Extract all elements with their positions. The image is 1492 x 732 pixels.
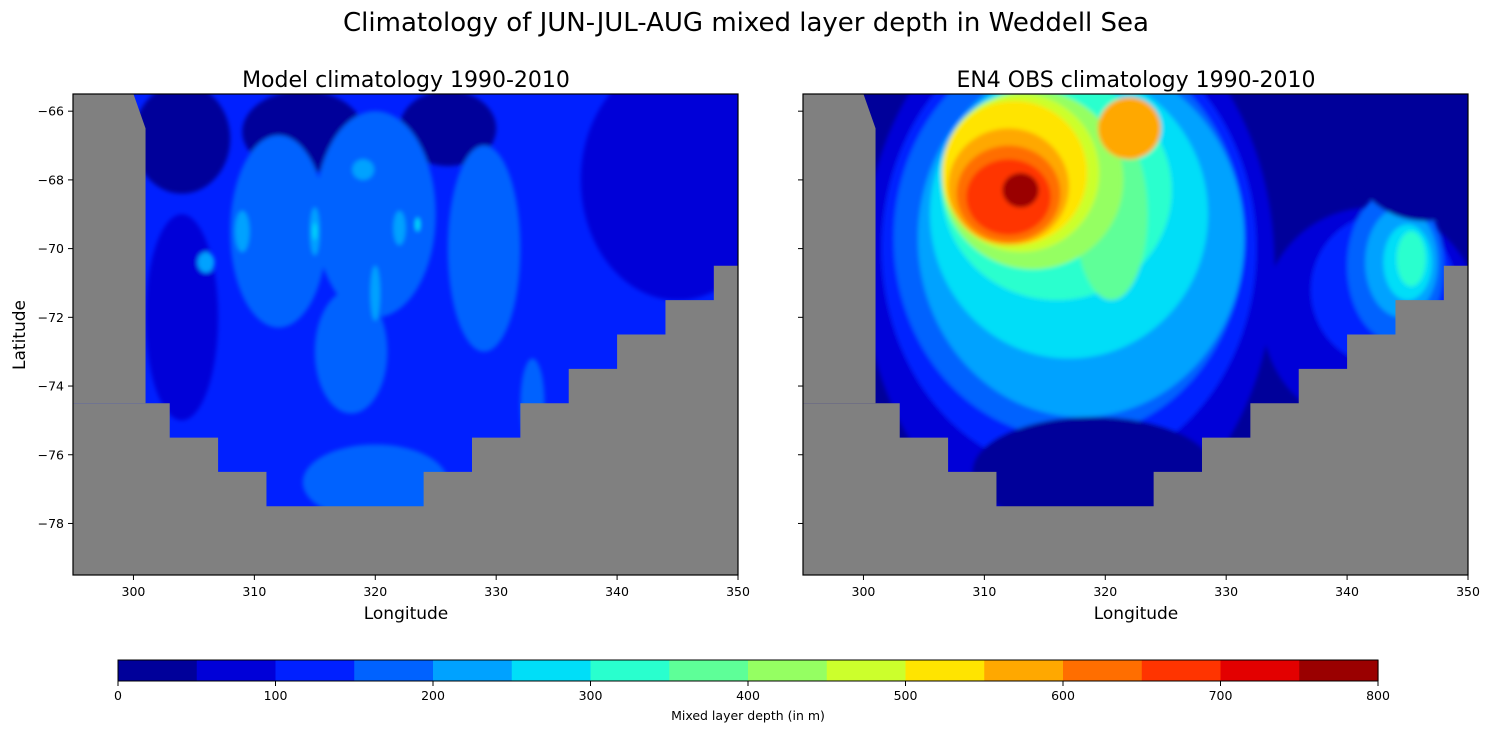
model-land-west <box>73 94 146 404</box>
colorbar-swatch <box>984 660 1064 681</box>
obs-x-tick-label: 350 <box>1456 584 1480 599</box>
obs-contour-11 <box>1396 231 1426 287</box>
obs-x-tick-label: 300 <box>852 584 876 599</box>
model-x-tick-label: 300 <box>122 584 146 599</box>
obs-x-tick-label: 330 <box>1214 584 1238 599</box>
model-panel-title: Model climatology 1990-2010 <box>242 68 570 93</box>
model-x-tick-label: 350 <box>726 584 750 599</box>
colorbar-swatch <box>196 660 277 681</box>
model-plot-frame <box>72 93 739 576</box>
colorbar-swatch <box>1220 660 1300 681</box>
model-contour-19 <box>415 217 421 232</box>
obs-plot-frame <box>802 93 1469 576</box>
model-contour-9 <box>302 444 448 521</box>
obs-x-tick-label: 320 <box>1093 584 1117 599</box>
obs-contour-21 <box>1347 94 1468 222</box>
colorbar-tick-label: 300 <box>579 688 603 703</box>
model-x-axis-label: Longitude <box>364 604 449 624</box>
colorbar-tick-label: 200 <box>421 688 445 703</box>
colorbar-tick-label: 100 <box>264 688 288 703</box>
model-panel: Model climatology 1990-2010 300 310 320 330… <box>10 68 750 624</box>
colorbar-swatch <box>275 660 355 681</box>
model-y-axis-label: Latitude <box>10 300 30 370</box>
obs-land-west <box>803 94 876 404</box>
model-y-tick-label: −66 <box>38 104 64 119</box>
obs-field <box>803 94 1468 575</box>
colorbar-swatches <box>118 660 1379 681</box>
colorbar-tick-label: 500 <box>894 688 918 703</box>
model-x-tick-label: 320 <box>363 584 387 599</box>
obs-contours <box>863 94 1468 541</box>
model-y-tick-label: −72 <box>38 310 64 325</box>
obs-contour-20 <box>1002 173 1039 208</box>
model-contour-8 <box>447 145 521 352</box>
model-y-tick-label: −78 <box>38 516 64 531</box>
obs-x-axis: 300 310 320 330 340 350 <box>852 575 1480 599</box>
model-y-axis: −66 −68 −70 −72 −74 −76 −78 <box>38 104 73 531</box>
model-contour-15 <box>393 210 406 246</box>
colorbar-swatch <box>511 660 592 681</box>
model-contour-16 <box>370 265 381 321</box>
colorbar-ticks: 0 100 200 300 400 500 600 700 800 <box>114 681 1390 703</box>
colorbar-swatch <box>354 660 434 681</box>
obs-x-axis-label: Longitude <box>1094 604 1179 624</box>
figure-title: Climatology of JUN-JUL-AUG mixed layer d… <box>343 8 1149 38</box>
model-contour-18 <box>313 222 317 241</box>
colorbar-tick-label: 400 <box>736 688 760 703</box>
model-contour-14 <box>352 159 375 180</box>
model-x-axis: 300 310 320 330 340 350 <box>122 575 750 599</box>
colorbar-swatch <box>748 660 828 681</box>
model-field <box>73 94 738 575</box>
colorbar-swatch <box>433 660 513 681</box>
obs-contour-22 <box>972 416 1215 527</box>
colorbar-tick-label: 600 <box>1051 688 1075 703</box>
obs-x-tick-label: 340 <box>1335 584 1359 599</box>
model-y-tick-label: −74 <box>38 379 64 394</box>
model-x-tick-label: 310 <box>242 584 266 599</box>
colorbar-tick-label: 0 <box>114 688 122 703</box>
obs-y-axis <box>798 110 803 524</box>
model-x-tick-label: 340 <box>605 584 629 599</box>
colorbar-swatch <box>826 660 907 681</box>
colorbar-tick-label: 800 <box>1366 688 1390 703</box>
model-contour-7 <box>314 111 436 318</box>
colorbar-tick-label: 700 <box>1209 688 1233 703</box>
colorbar-swatch <box>118 660 198 681</box>
model-contour-10 <box>314 289 388 414</box>
colorbar-swatch <box>669 660 749 681</box>
colorbar-swatch <box>905 660 985 681</box>
obs-contour-16 <box>1098 97 1161 160</box>
model-y-tick-label: −76 <box>38 447 64 462</box>
model-land-south <box>73 265 738 575</box>
obs-land-south <box>803 265 1468 575</box>
colorbar: 0 100 200 300 400 500 600 700 800 Mixed layer de… <box>114 659 1390 723</box>
model-y-tick-label: −70 <box>38 241 64 256</box>
model-contour-4 <box>580 94 738 301</box>
obs-panel: EN4 OBS climatology 1990-2010 300 310 320 3… <box>798 68 1480 624</box>
model-contour-5 <box>145 214 219 421</box>
colorbar-swatch <box>1299 660 1379 681</box>
model-contour-2 <box>399 94 497 167</box>
colorbar-swatch <box>590 660 670 681</box>
colorbar-swatch <box>1141 660 1222 681</box>
obs-panel-title: EN4 OBS climatology 1990-2010 <box>956 68 1315 93</box>
colorbar-swatch <box>1063 660 1143 681</box>
obs-x-tick-label: 310 <box>972 584 996 599</box>
model-contour-12 <box>235 210 250 253</box>
model-contour-0 <box>133 94 231 194</box>
model-contour-6 <box>230 135 327 328</box>
model-y-tick-label: −68 <box>38 172 64 187</box>
model-x-tick-label: 330 <box>484 584 508 599</box>
colorbar-label: Mixed layer depth (in m) <box>671 708 825 723</box>
model-contour-17 <box>197 252 215 273</box>
